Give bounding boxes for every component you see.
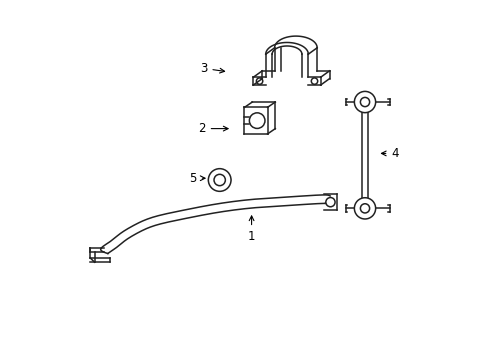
Text: 4: 4 [381, 147, 398, 160]
Circle shape [249, 113, 264, 129]
Circle shape [354, 91, 375, 113]
Text: 3: 3 [200, 62, 224, 75]
Circle shape [208, 168, 230, 192]
Text: 1: 1 [247, 216, 255, 243]
Circle shape [325, 198, 334, 207]
Text: 5: 5 [189, 172, 204, 185]
Text: 2: 2 [198, 122, 227, 135]
Circle shape [354, 198, 375, 219]
